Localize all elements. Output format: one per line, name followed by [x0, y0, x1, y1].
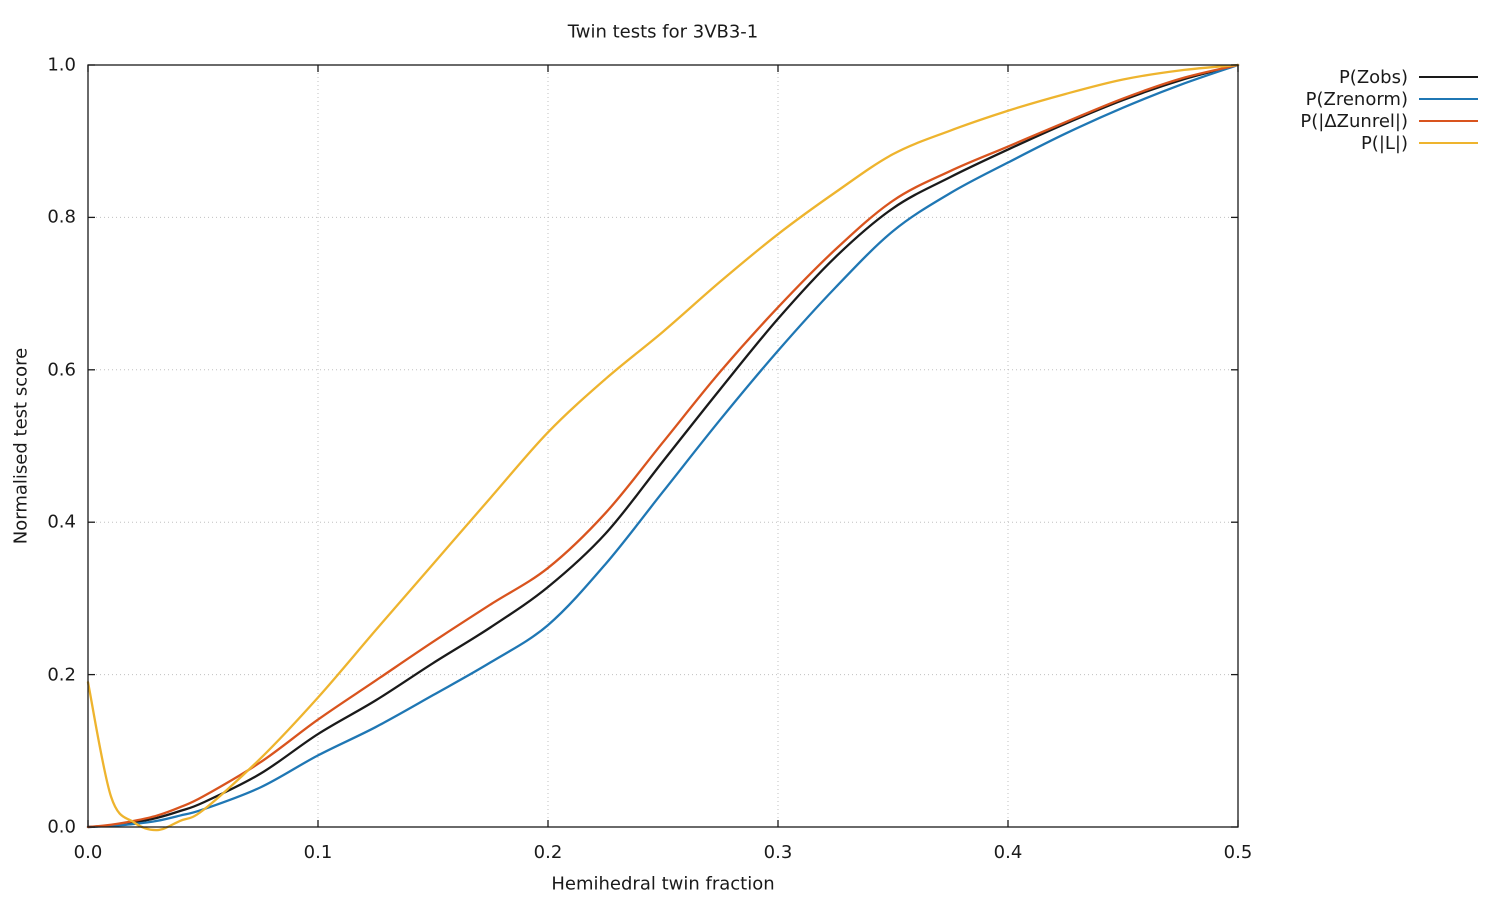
legend-line-swatch — [1419, 97, 1478, 101]
legend-line-swatch — [1419, 141, 1478, 145]
legend-label: P(|L|) — [1360, 132, 1408, 154]
legend-label: P(|ΔZunrel|) — [1300, 110, 1408, 132]
x-tick-label: 0.4 — [993, 842, 1023, 863]
legend-item: P(Zrenorm) — [1300, 88, 1478, 110]
legend-item: P(Zobs) — [1300, 66, 1478, 88]
plot-frame — [87, 64, 1239, 828]
x-axis-label: Hemihedral twin fraction — [551, 873, 775, 895]
x-tick-label: 0.5 — [1223, 842, 1253, 863]
y-tick-label: 0.2 — [47, 664, 76, 686]
y-tick-label: 0.8 — [47, 206, 76, 228]
y-tick-label: 0.4 — [47, 511, 76, 533]
legend-item: P(|L|) — [1300, 132, 1478, 154]
legend: P(Zobs) P(Zrenorm) P(|ΔZunrel|) P(|L|) — [1300, 66, 1478, 154]
legend-item: P(|ΔZunrel|) — [1300, 110, 1478, 132]
y-tick-label: 0.6 — [47, 359, 76, 381]
y-tick-label: 1.0 — [47, 54, 76, 76]
curve-p-zrenorm — [86, 63, 1240, 829]
legend-label: P(Zobs) — [1338, 66, 1408, 88]
chart-title: Twin tests for 3VB3-1 — [567, 21, 759, 43]
x-tick-label: 0.0 — [73, 842, 103, 863]
y-tick-label: 0.0 — [47, 816, 76, 838]
curve-p-zobs — [86, 63, 1240, 829]
x-tick-label: 0.3 — [763, 842, 793, 863]
curve-p-zunrel — [86, 63, 1240, 829]
curve-p-l — [86, 63, 1240, 832]
legend-line-swatch — [1419, 75, 1478, 79]
x-tick-label: 0.1 — [303, 842, 333, 863]
x-tick-label: 0.2 — [533, 842, 563, 863]
legend-line-swatch — [1419, 119, 1478, 123]
legend-label: P(Zrenorm) — [1305, 88, 1408, 110]
